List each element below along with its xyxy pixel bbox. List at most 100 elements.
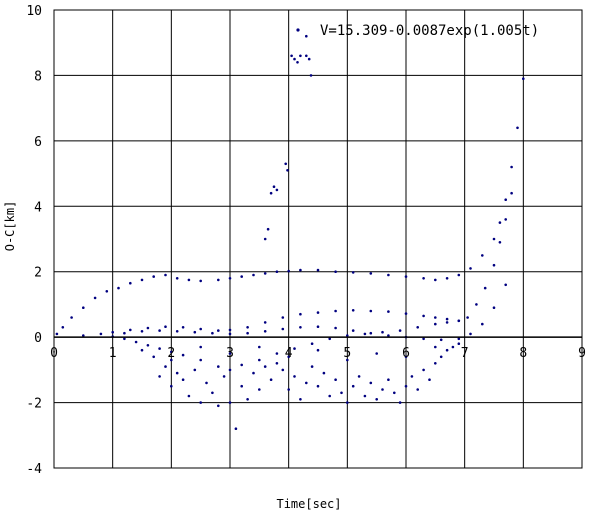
data-point — [293, 57, 296, 61]
data-point — [263, 272, 267, 275]
data-point — [193, 368, 197, 372]
data-point — [504, 218, 508, 221]
data-point — [340, 391, 343, 395]
data-point — [404, 355, 408, 359]
data-point — [504, 198, 508, 201]
data-point — [170, 384, 173, 388]
data-point — [483, 286, 487, 290]
data-point — [228, 401, 232, 404]
data-point — [293, 347, 296, 350]
data-point — [275, 270, 279, 274]
data-point — [152, 355, 155, 359]
data-point — [246, 331, 249, 335]
y-tick-label: 0 — [34, 331, 42, 346]
data-point — [164, 273, 167, 277]
data-point — [275, 352, 279, 355]
data-point — [129, 328, 132, 332]
data-points — [55, 34, 525, 431]
data-point — [439, 355, 443, 359]
data-point — [351, 271, 355, 274]
y-tick-label: 6 — [34, 135, 42, 150]
data-point — [146, 326, 150, 330]
data-point — [211, 391, 214, 395]
data-point — [281, 327, 285, 331]
data-point — [498, 221, 502, 224]
data-point — [334, 378, 337, 382]
data-point — [263, 237, 267, 241]
data-point — [310, 365, 314, 368]
data-point — [369, 381, 373, 385]
legend-marker — [296, 28, 300, 32]
data-point — [387, 310, 390, 313]
data-point — [322, 371, 326, 375]
data-point — [375, 398, 379, 401]
data-point — [381, 388, 384, 391]
y-tick-label: 8 — [34, 69, 42, 84]
data-point — [316, 325, 320, 329]
data-point — [263, 330, 267, 333]
data-point — [217, 365, 220, 368]
data-point — [164, 325, 167, 329]
data-point — [434, 316, 437, 319]
data-point — [228, 328, 232, 332]
data-point — [105, 290, 109, 293]
data-point — [217, 278, 220, 282]
data-point — [287, 388, 291, 391]
data-point — [469, 267, 472, 270]
data-point — [170, 358, 173, 362]
data-point — [252, 371, 255, 375]
data-point — [387, 273, 390, 277]
data-point — [181, 378, 185, 382]
data-point — [258, 388, 261, 391]
data-point — [240, 275, 243, 278]
data-point — [328, 337, 332, 341]
data-point — [334, 326, 337, 330]
legend: V=15.309-0.0087exp(1.005t) — [296, 23, 539, 39]
data-point — [246, 326, 249, 329]
data-point — [193, 330, 197, 334]
data-point — [152, 275, 155, 278]
data-point — [117, 286, 120, 290]
data-point — [252, 273, 255, 277]
data-point — [269, 191, 273, 195]
data-point — [498, 241, 502, 244]
data-point — [263, 365, 267, 368]
data-point — [434, 322, 437, 326]
data-point — [296, 61, 299, 64]
data-point — [481, 254, 484, 257]
data-point — [346, 334, 349, 337]
data-point — [134, 340, 138, 344]
data-point — [146, 344, 150, 347]
data-point — [466, 316, 469, 319]
data-point — [310, 342, 314, 346]
data-point — [299, 326, 302, 329]
data-point — [305, 34, 308, 38]
data-point — [445, 317, 449, 321]
data-point — [457, 319, 461, 323]
data-point — [299, 54, 302, 58]
data-point — [457, 337, 461, 341]
data-point — [82, 306, 85, 310]
data-point — [481, 322, 484, 326]
data-point — [246, 398, 249, 401]
data-point — [381, 330, 384, 334]
data-point — [140, 348, 144, 352]
data-point — [457, 342, 461, 346]
data-point — [217, 404, 220, 408]
data-point — [234, 427, 238, 431]
data-point — [286, 169, 289, 172]
data-point — [199, 279, 202, 283]
data-point — [99, 332, 103, 336]
data-point — [129, 281, 132, 285]
data-point — [434, 362, 437, 365]
x-tick-label: 4 — [285, 346, 293, 361]
data-point — [240, 384, 243, 388]
data-point — [299, 398, 302, 401]
data-point — [422, 368, 425, 372]
data-point — [266, 227, 270, 231]
data-point — [469, 332, 472, 336]
data-point — [416, 388, 420, 391]
data-point — [199, 345, 202, 349]
